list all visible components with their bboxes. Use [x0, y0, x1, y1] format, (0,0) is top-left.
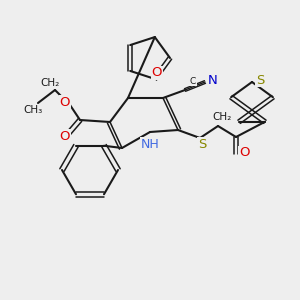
Text: S: S [198, 137, 206, 151]
Text: O: O [60, 130, 70, 142]
Text: NH: NH [141, 137, 159, 151]
Text: O: O [239, 146, 249, 160]
Text: S: S [256, 74, 264, 86]
Text: CH₃: CH₃ [23, 105, 43, 115]
Text: O: O [152, 66, 162, 80]
Text: N: N [208, 74, 218, 86]
Text: C: C [190, 76, 196, 85]
Text: O: O [60, 95, 70, 109]
Text: CH₂: CH₂ [212, 112, 232, 122]
Text: CH₂: CH₂ [40, 78, 60, 88]
